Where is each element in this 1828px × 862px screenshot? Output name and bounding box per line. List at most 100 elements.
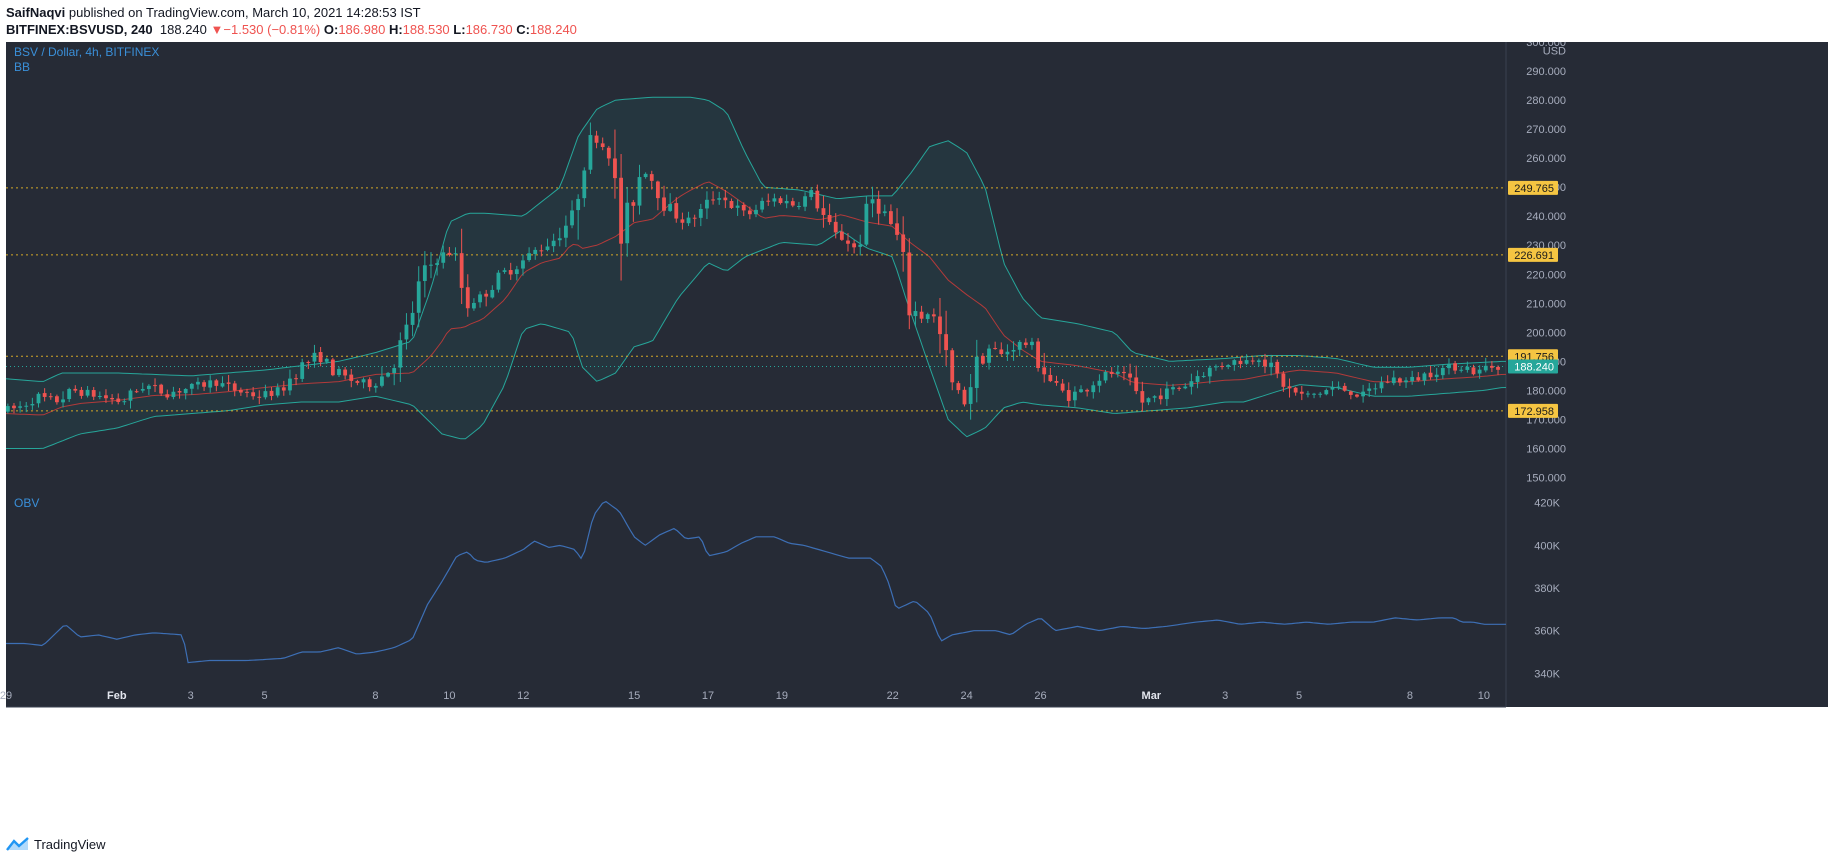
candle-body	[913, 310, 918, 317]
candle-body	[754, 209, 758, 215]
candle-body	[662, 197, 666, 211]
low-label: L:	[453, 22, 466, 37]
candle-body	[1195, 376, 1200, 382]
candle-body	[30, 404, 35, 406]
candle-body	[1465, 366, 1470, 370]
candle-body	[1152, 396, 1157, 398]
candle-body	[999, 349, 1004, 354]
candle-body	[196, 381, 200, 385]
price-axis-unit: USD	[1543, 46, 1566, 58]
candle-body	[1256, 360, 1261, 363]
obv-tick-label: 360K	[1534, 626, 1560, 638]
candle-body	[668, 203, 673, 211]
candle-body	[128, 390, 133, 401]
candle-body	[821, 208, 826, 215]
price-tick-label: 290.000	[1526, 66, 1566, 78]
candle-body	[858, 244, 863, 247]
time-tick-label: 3	[188, 690, 194, 702]
candles-group	[5, 122, 1500, 420]
candle-body	[1244, 360, 1249, 364]
candle-body	[1324, 390, 1329, 395]
candle-body	[803, 196, 807, 207]
candle-body	[931, 314, 936, 317]
candle-body	[281, 387, 286, 391]
time-tick-label: Feb	[107, 690, 127, 702]
candle-body	[1226, 365, 1231, 367]
obv-legend-label: OBV	[14, 496, 39, 510]
candle-body	[171, 391, 176, 398]
chart-svg[interactable]: 150.000160.000170.000180.000190.000200.0…	[0, 37, 1828, 826]
candle-body	[1404, 380, 1408, 383]
candle-body	[882, 211, 887, 214]
price-tick-label: 160.000	[1526, 443, 1566, 455]
candle-body	[1164, 388, 1169, 400]
candle-body	[104, 395, 108, 399]
candle-body	[545, 246, 550, 250]
candle-body	[551, 240, 556, 247]
candle-body	[766, 200, 771, 202]
candle-body	[1072, 391, 1077, 401]
candle-body	[220, 383, 225, 387]
candle-body	[355, 381, 360, 383]
candle-body	[343, 369, 348, 376]
candle-body	[42, 393, 47, 397]
price-tick-label: 200.000	[1526, 327, 1566, 339]
candle-body	[625, 202, 630, 244]
candle-body	[705, 199, 709, 209]
footer-brand-text[interactable]: TradingView	[34, 836, 106, 852]
candle-body	[723, 197, 728, 201]
candle-body	[5, 406, 10, 412]
symbol-label: BITFINEX:BSVUSD, 240	[6, 22, 153, 37]
candle-body	[1391, 377, 1396, 384]
candle-body	[938, 316, 942, 335]
candle-body	[1483, 365, 1488, 371]
candle-body	[380, 376, 384, 386]
open-value: 186.980	[338, 22, 386, 37]
price-tick-label: 270.000	[1526, 124, 1566, 136]
obv-line	[6, 500, 1506, 664]
candle-body	[987, 348, 991, 363]
candle-body	[1054, 381, 1059, 383]
candle-body	[980, 355, 985, 364]
candle-body	[429, 264, 433, 266]
chart-area[interactable]: 150.000160.000170.000180.000190.000200.0…	[0, 37, 1828, 826]
candle-body	[784, 200, 789, 204]
candle-body	[36, 393, 41, 404]
candle-body	[1367, 388, 1372, 391]
candle-body	[1440, 367, 1445, 376]
candle-body	[257, 396, 262, 398]
candle-body	[747, 210, 752, 215]
candle-body	[465, 287, 470, 309]
time-tick-label: 17	[702, 690, 714, 702]
candle-body	[496, 272, 501, 290]
candle-body	[600, 143, 605, 147]
candle-body	[1397, 378, 1402, 383]
candle-body	[563, 225, 568, 238]
candle-body	[1146, 398, 1151, 403]
high-value: 188.530	[402, 22, 450, 37]
candle-body	[1459, 369, 1464, 371]
candle-body	[1201, 375, 1206, 377]
price-axis-background	[1506, 42, 1828, 707]
candle-body	[919, 311, 924, 319]
candle-body	[993, 347, 998, 349]
candle-body	[110, 397, 115, 400]
low-value: 186.730	[465, 22, 513, 37]
candle-body	[876, 198, 881, 214]
candle-body	[269, 390, 274, 396]
candle-body	[968, 387, 973, 404]
candle-body	[1048, 374, 1053, 382]
price-tick-label: 210.000	[1526, 298, 1566, 310]
candle-body	[649, 174, 654, 181]
candle-body	[18, 406, 23, 408]
candle-body	[797, 205, 801, 207]
candle-body	[208, 380, 213, 388]
candle-body	[73, 388, 78, 391]
candle-body	[398, 340, 403, 368]
candle-body	[1232, 360, 1237, 365]
candle-body	[1189, 381, 1194, 387]
candle-body	[330, 359, 335, 376]
author-name[interactable]: SaifNaqvi	[6, 5, 66, 20]
candle-body	[631, 202, 636, 206]
candle-body	[367, 379, 372, 388]
